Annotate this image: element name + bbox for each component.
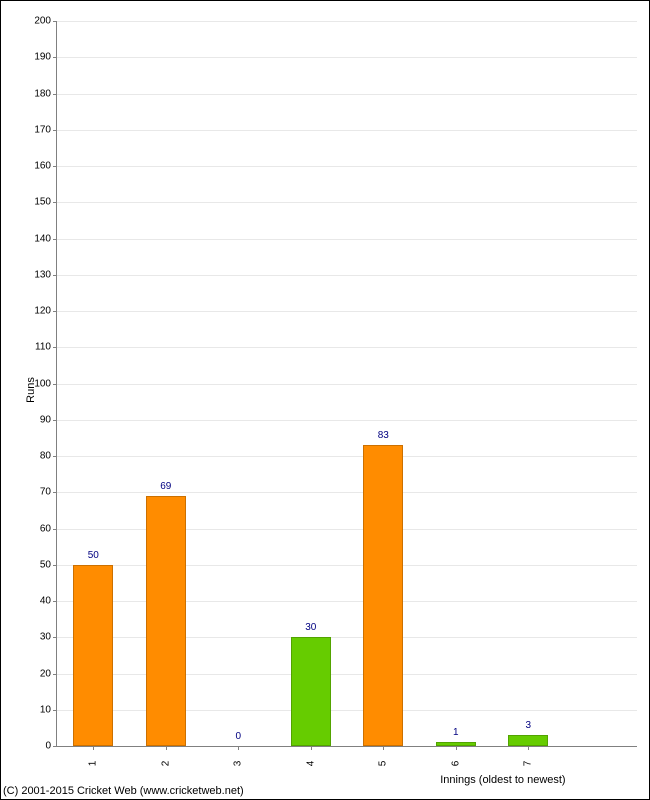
ytick-mark [53, 746, 57, 747]
plot-area: 0102030405060708090100110120130140150160… [56, 21, 637, 747]
copyright-text: (C) 2001-2015 Cricket Web (www.cricketwe… [3, 785, 244, 797]
ytick-mark [53, 347, 57, 348]
gridline [57, 529, 637, 530]
ytick-label: 120 [34, 306, 51, 317]
ytick-label: 20 [40, 668, 51, 679]
bar-value-label: 3 [525, 720, 531, 731]
ytick-mark [53, 456, 57, 457]
ytick-mark [53, 239, 57, 240]
gridline [57, 420, 637, 421]
xtick-label: 5 [378, 761, 389, 767]
gridline [57, 384, 637, 385]
xtick-mark [238, 746, 239, 750]
xtick-label: 2 [160, 761, 171, 767]
gridline [57, 130, 637, 131]
gridline [57, 275, 637, 276]
bar-value-label: 0 [235, 731, 241, 742]
bar-value-label: 50 [88, 550, 99, 561]
xtick-label: 1 [88, 761, 99, 767]
ytick-mark [53, 565, 57, 566]
ytick-label: 170 [34, 124, 51, 135]
gridline [57, 637, 637, 638]
y-axis-title: Runs [25, 377, 37, 403]
bar-value-label: 83 [378, 430, 389, 441]
xtick-mark [528, 746, 529, 750]
gridline [57, 710, 637, 711]
xtick-label: 3 [233, 761, 244, 767]
gridline [57, 21, 637, 22]
ytick-mark [53, 492, 57, 493]
ytick-label: 150 [34, 197, 51, 208]
ytick-label: 200 [34, 16, 51, 27]
gridline [57, 57, 637, 58]
ytick-mark [53, 57, 57, 58]
ytick-label: 190 [34, 52, 51, 63]
ytick-mark [53, 384, 57, 385]
ytick-label: 0 [45, 741, 51, 752]
gridline [57, 202, 637, 203]
ytick-label: 50 [40, 559, 51, 570]
gridline [57, 347, 637, 348]
xtick-mark [166, 746, 167, 750]
ytick-label: 110 [35, 342, 51, 353]
ytick-label: 10 [40, 704, 51, 715]
xtick-label: 7 [523, 761, 534, 767]
bar-value-label: 69 [160, 481, 171, 492]
ytick-mark [53, 637, 57, 638]
gridline [57, 94, 637, 95]
ytick-mark [53, 21, 57, 22]
gridline [57, 492, 637, 493]
ytick-label: 160 [34, 161, 51, 172]
ytick-mark [53, 420, 57, 421]
chart-frame: 0102030405060708090100110120130140150160… [0, 0, 650, 800]
ytick-label: 80 [40, 451, 51, 462]
bar [146, 496, 186, 746]
xtick-mark [93, 746, 94, 750]
ytick-label: 180 [34, 88, 51, 99]
ytick-mark [53, 275, 57, 276]
ytick-mark [53, 94, 57, 95]
x-axis-title: Innings (oldest to newest) [440, 774, 565, 786]
xtick-mark [456, 746, 457, 750]
ytick-mark [53, 601, 57, 602]
xtick-label: 6 [450, 761, 461, 767]
bar [508, 735, 548, 746]
gridline [57, 239, 637, 240]
gridline [57, 601, 637, 602]
bar [73, 565, 113, 746]
ytick-mark [53, 674, 57, 675]
gridline [57, 456, 637, 457]
ytick-label: 40 [40, 596, 51, 607]
bar-value-label: 30 [305, 622, 316, 633]
gridline [57, 166, 637, 167]
bar-value-label: 1 [453, 727, 459, 738]
bar [291, 637, 331, 746]
ytick-label: 60 [40, 523, 51, 534]
gridline [57, 311, 637, 312]
gridline [57, 674, 637, 675]
ytick-mark [53, 529, 57, 530]
ytick-mark [53, 202, 57, 203]
ytick-mark [53, 130, 57, 131]
gridline [57, 565, 637, 566]
ytick-label: 130 [34, 269, 51, 280]
xtick-mark [311, 746, 312, 750]
ytick-label: 30 [40, 632, 51, 643]
ytick-label: 90 [40, 414, 51, 425]
ytick-mark [53, 166, 57, 167]
bar [363, 445, 403, 746]
ytick-mark [53, 311, 57, 312]
ytick-label: 70 [40, 487, 51, 498]
ytick-label: 140 [34, 233, 51, 244]
xtick-mark [383, 746, 384, 750]
ytick-mark [53, 710, 57, 711]
xtick-label: 4 [305, 761, 316, 767]
